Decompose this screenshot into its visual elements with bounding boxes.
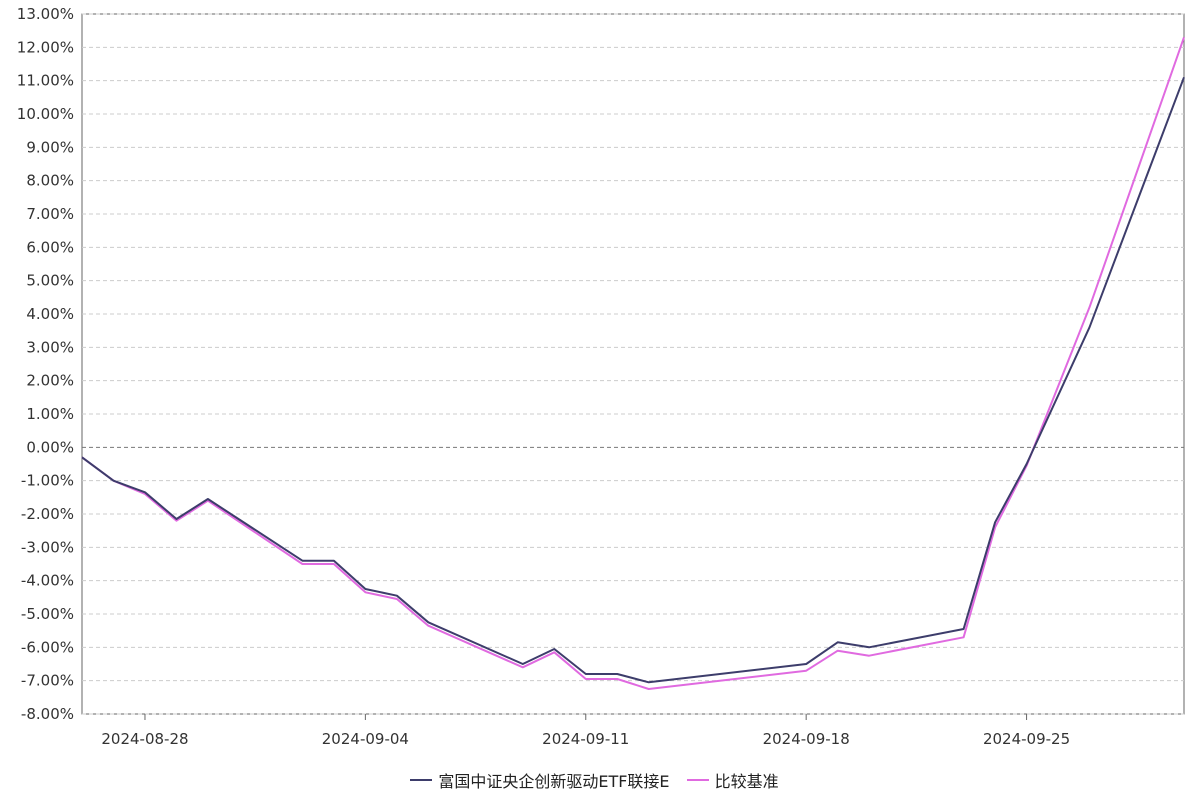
series-lines [81, 36, 1185, 690]
y-tick-label: 2.00% [26, 372, 74, 390]
y-tick-label: -4.00% [21, 572, 74, 590]
y-tick-label: 3.00% [26, 338, 74, 356]
plot-frame [81, 13, 1185, 715]
y-tick-label: -1.00% [21, 472, 74, 490]
legend-swatch-benchmark [686, 779, 709, 781]
y-tick-label: 13.00% [17, 5, 74, 23]
y-tick-label: 6.00% [26, 238, 74, 256]
legend-swatch-fund [410, 779, 433, 781]
series-line-fund [81, 76, 1185, 684]
y-tick-label: 1.00% [26, 405, 74, 423]
legend-item-benchmark[interactable]: 比较基准 [686, 768, 779, 792]
x-tick-label: 2024-09-11 [542, 730, 629, 748]
y-tick-label: -2.00% [21, 505, 74, 523]
x-tick-label: 2024-08-28 [101, 730, 188, 748]
y-tick-label: 8.00% [26, 172, 74, 190]
y-tick-label: 7.00% [26, 205, 74, 223]
x-axis-ticks: 2024-08-28 2024-09-04 2024-09-11 2024-09-18… [101, 714, 1070, 748]
y-tick-label: 5.00% [26, 272, 74, 290]
legend-label-fund: 富国中证央企创新驱动ETF联接E [438, 772, 670, 791]
legend: 富国中证央企创新驱动ETF联接E 比较基准 [0, 766, 1189, 792]
y-axis-ticks: 13.00% 12.00% 11.00% 10.00% 9.00% 8.00% 7.00% 6… [17, 5, 74, 723]
y-tick-label: 0.00% [26, 438, 74, 456]
x-tick-label: 2024-09-25 [983, 730, 1070, 748]
legend-item-fund[interactable]: 富国中证央企创新驱动ETF联接E [410, 768, 670, 792]
y-tick-label: -8.00% [21, 705, 74, 723]
y-tick-label: 9.00% [26, 138, 74, 156]
y-tick-label: 4.00% [26, 305, 74, 323]
y-tick-label: -6.00% [21, 638, 74, 656]
y-tick-label: 12.00% [17, 38, 74, 56]
y-tick-label: -5.00% [21, 605, 74, 623]
x-tick-label: 2024-09-04 [322, 730, 409, 748]
grid-lines [82, 13, 1184, 715]
y-tick-label: 10.00% [17, 105, 74, 123]
y-tick-label: 11.00% [17, 72, 74, 90]
series-line-benchmark [81, 36, 1185, 690]
y-tick-label: -3.00% [21, 538, 74, 556]
x-tick-label: 2024-09-18 [763, 730, 850, 748]
y-tick-label: -7.00% [21, 672, 74, 690]
legend-label-benchmark: 比较基准 [714, 772, 779, 791]
